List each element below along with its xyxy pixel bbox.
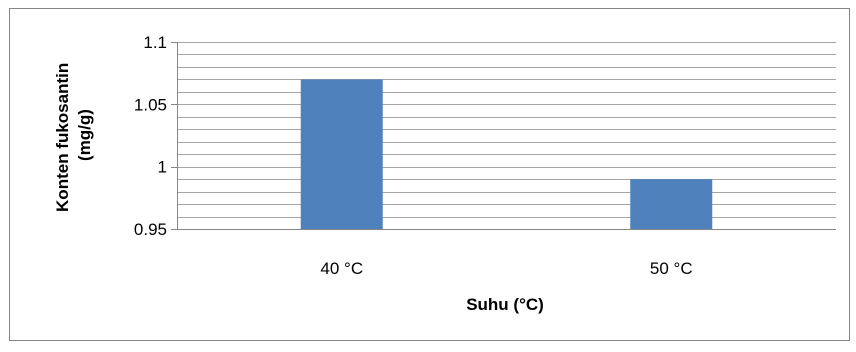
bar bbox=[630, 179, 713, 229]
x-axis-title: Suhu (°C) bbox=[466, 295, 544, 314]
bar bbox=[300, 79, 383, 230]
y-tick-label: 1.05 bbox=[134, 95, 167, 114]
gridlines bbox=[177, 42, 836, 218]
bars bbox=[300, 79, 713, 230]
x-tick-label: 50 °C bbox=[650, 259, 693, 278]
x-tick-label: 40 °C bbox=[320, 259, 363, 278]
y-axis-title-line-1: Konten fukosantin bbox=[53, 63, 72, 212]
axes bbox=[177, 42, 836, 230]
y-tick-label: 1 bbox=[158, 158, 167, 177]
y-tick-label: 1.1 bbox=[143, 33, 167, 52]
x-tick-labels: 40 °C 50 °C bbox=[320, 259, 692, 278]
y-axis-title: Konten fukosantin (mg/g) bbox=[53, 58, 94, 212]
y-tick-label: 0.95 bbox=[134, 220, 167, 239]
y-axis-title-line-2: (mg/g) bbox=[75, 109, 94, 161]
y-tick-labels: 0.95 1 1.05 1.1 bbox=[134, 33, 177, 239]
chart-frame bbox=[9, 8, 850, 341]
